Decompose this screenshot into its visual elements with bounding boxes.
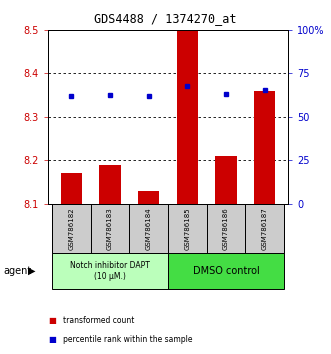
- Text: GSM786184: GSM786184: [146, 207, 152, 250]
- Text: ■: ■: [48, 335, 56, 344]
- Text: GSM786185: GSM786185: [184, 207, 190, 250]
- Text: Notch inhibitor DAPT
(10 μM.): Notch inhibitor DAPT (10 μM.): [70, 261, 150, 280]
- Bar: [207, 204, 245, 253]
- Bar: [91, 204, 129, 253]
- Bar: [52, 204, 91, 253]
- Text: percentile rank within the sample: percentile rank within the sample: [63, 335, 192, 344]
- Text: GSM786187: GSM786187: [262, 207, 268, 250]
- Bar: [168, 253, 284, 289]
- Text: GDS4488 / 1374270_at: GDS4488 / 1374270_at: [94, 12, 237, 25]
- Text: GSM786183: GSM786183: [107, 207, 113, 250]
- Bar: [52, 253, 168, 289]
- Bar: [129, 204, 168, 253]
- Bar: [168, 204, 207, 253]
- Bar: [245, 204, 284, 253]
- Bar: [177, 30, 198, 204]
- Text: agent: agent: [3, 266, 31, 276]
- Text: ▶: ▶: [28, 266, 36, 276]
- Text: GSM786182: GSM786182: [68, 207, 74, 250]
- Bar: [215, 156, 237, 204]
- Bar: [99, 165, 120, 204]
- Text: GSM786186: GSM786186: [223, 207, 229, 250]
- Text: DMSO control: DMSO control: [193, 266, 260, 276]
- Bar: [138, 190, 159, 204]
- Text: ■: ■: [48, 316, 56, 325]
- Text: transformed count: transformed count: [63, 316, 134, 325]
- Bar: [254, 91, 275, 204]
- Bar: [61, 173, 82, 204]
